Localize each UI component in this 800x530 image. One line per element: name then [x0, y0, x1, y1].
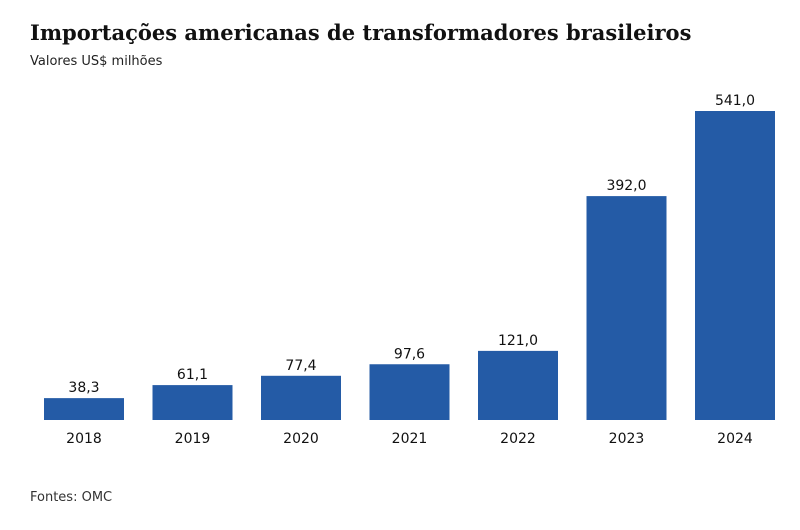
- source-note: Fontes: OMC: [30, 490, 113, 505]
- bar-2023: [586, 196, 667, 420]
- bar-2024: [695, 111, 775, 420]
- category-label-2018: 2018: [66, 431, 102, 447]
- chart-subtitle: Valores US$ milhões: [30, 54, 163, 69]
- category-label-2022: 2022: [500, 431, 536, 447]
- category-label-2020: 2020: [283, 431, 319, 447]
- bar-2019: [152, 385, 233, 420]
- chart-title: Importações americanas de transformadore…: [30, 20, 692, 45]
- value-label-2019: 61,1: [177, 367, 208, 383]
- category-label-2024: 2024: [717, 431, 753, 447]
- bar-2018: [44, 398, 124, 420]
- value-label-2022: 121,0: [498, 333, 538, 349]
- bar-2021: [369, 364, 450, 420]
- bar-2022: [478, 350, 558, 420]
- value-label-2018: 38,3: [68, 380, 99, 396]
- value-label-2024: 541,0: [715, 93, 755, 109]
- bar-2020: [261, 375, 341, 420]
- value-label-2020: 77,4: [285, 358, 316, 374]
- value-label-2021: 97,6: [394, 346, 425, 362]
- category-label-2023: 2023: [609, 431, 645, 447]
- value-label-2023: 392,0: [606, 178, 646, 194]
- category-label-2019: 2019: [175, 431, 211, 447]
- category-label-2021: 2021: [392, 431, 428, 447]
